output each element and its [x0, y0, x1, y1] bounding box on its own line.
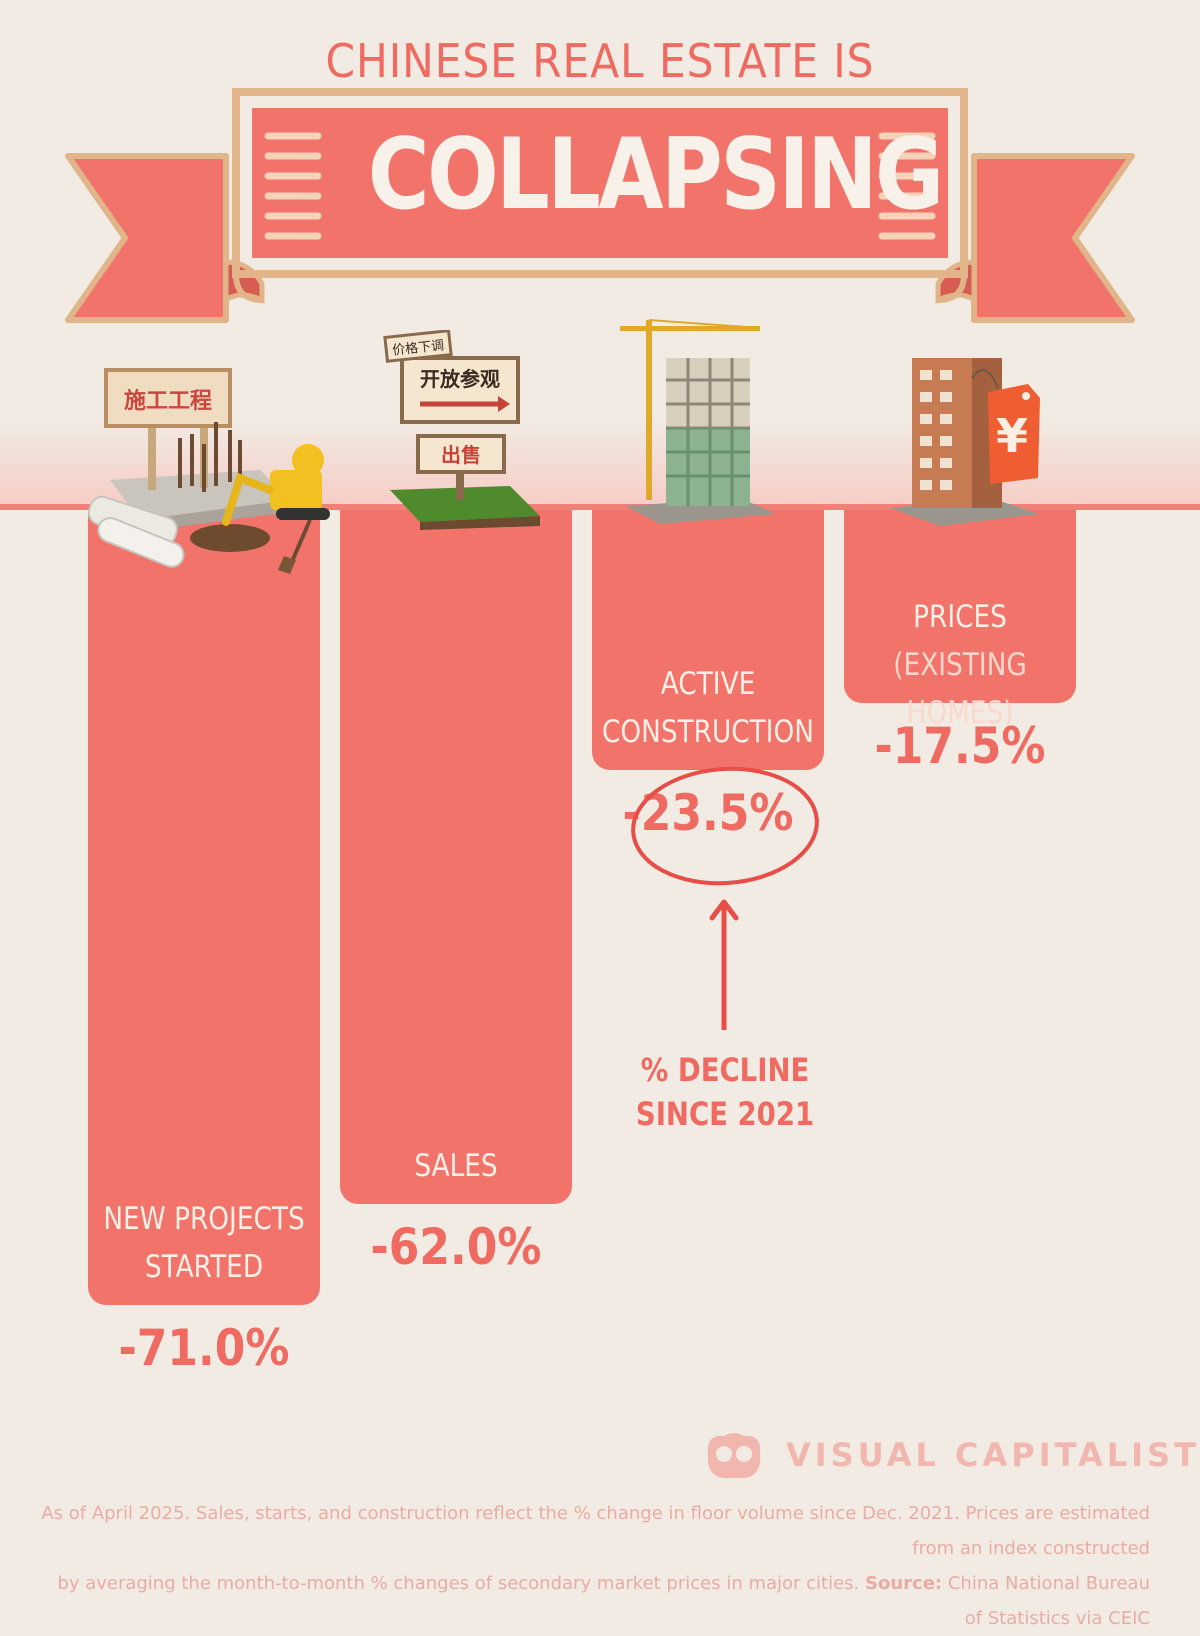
bar-label-line: (EXISTING HOMES) — [893, 646, 1027, 731]
bar-label-line: NEW PROJECTS — [103, 1200, 305, 1237]
sign-open-house-text: 开放参观 — [420, 367, 500, 391]
for-sale-sign-icon: 开放参观 价格下调 出售 — [383, 330, 540, 530]
footnote-line2-text: by averaging the month-to-month % change… — [57, 1573, 860, 1594]
value-label-sales: -62.0% — [370, 1217, 542, 1276]
apartment-price-tag-icon: ¥ — [890, 358, 1040, 526]
bar-active-construction — [592, 506, 824, 771]
chart-title-line1: CHINESE REAL ESTATE IS — [325, 34, 875, 88]
footnote-line1: As of April 2025. Sales, starts, and con… — [41, 1503, 1150, 1559]
banner-right-curl — [937, 273, 967, 303]
banner-right-tail — [971, 153, 1135, 323]
highlight-annotation — [631, 766, 819, 1030]
bar-prices-existing-homes — [844, 506, 1076, 703]
banner-panel — [252, 108, 948, 258]
banner-left-curl — [233, 273, 263, 303]
highlight-circle — [631, 766, 819, 886]
bar-label-new-projects-started: NEW PROJECTS STARTED — [88, 1195, 319, 1291]
price-tag-yen-text: ¥ — [996, 409, 1028, 463]
bar-label-prices: PRICES (EXISTING HOMES) — [844, 593, 1075, 737]
title-banner — [65, 88, 1135, 323]
bar-label-line: PRICES — [913, 598, 1007, 635]
bar-label-line: SALES — [414, 1147, 498, 1184]
value-label-new-projects-started: -71.0% — [118, 1318, 290, 1377]
value-label-prices: -17.5% — [874, 716, 1046, 775]
bar-label-line: ACTIVE — [660, 666, 756, 703]
building-under-construction-icon — [620, 319, 776, 524]
sign-price-cut-text: 价格下调 — [392, 337, 445, 358]
brand-logo: VISUAL CAPITALIST — [700, 1428, 1196, 1488]
bar-label-active-construction: ACTIVE CONSTRUCTION — [592, 660, 823, 756]
visual-capitalist-logo-icon — [707, 1433, 761, 1478]
banner-stripes-right — [878, 132, 936, 240]
zero-baseline — [0, 504, 1200, 510]
annotation-line: SINCE 2021 — [635, 1095, 815, 1133]
footnote: As of April 2025. Sales, starts, and con… — [40, 1496, 1150, 1636]
bar-label-line: STARTED — [144, 1248, 264, 1285]
construction-sign-text: 施工工程 — [124, 388, 212, 414]
bar-label-line: CONSTRUCTION — [602, 714, 814, 751]
bar-new-projects-started — [88, 506, 320, 1305]
annotation-text: % DECLINE SINCE 2021 — [583, 1048, 867, 1136]
annotation-arrow-head — [709, 899, 739, 921]
bar-label-sales: SALES — [340, 1142, 571, 1190]
footnote-source-text: China National Bureau of Statistics via … — [947, 1573, 1150, 1629]
construction-site-icon: 施工工程 — [87, 368, 330, 574]
banner-stripes-left — [264, 132, 322, 240]
sign-for-sale-text: 出售 — [441, 443, 481, 467]
bar-sales — [340, 506, 572, 1204]
annotation-line: % DECLINE — [640, 1051, 810, 1089]
footnote-line2: by averaging the month-to-month % change… — [40, 1566, 1150, 1636]
brand-name: VISUAL CAPITALIST — [786, 1436, 1200, 1474]
price-tag-shape — [988, 384, 1040, 484]
banner-panel-outer — [232, 88, 968, 278]
footnote-source-label: Source: — [865, 1573, 943, 1594]
banner-left-tail — [65, 153, 229, 323]
